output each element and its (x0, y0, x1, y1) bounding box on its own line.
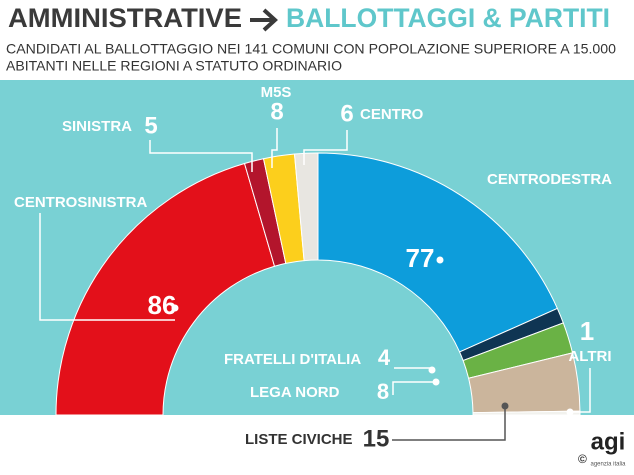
value-label: 15 (363, 425, 390, 452)
leader-dot (428, 366, 436, 374)
value-label: 6 (340, 100, 353, 127)
category-label: M5S (261, 84, 292, 101)
leader-dot (436, 256, 444, 264)
leader-dot (171, 304, 179, 312)
leader-line (392, 381, 436, 395)
category-label: FRATELLI D'ITALIA (224, 351, 361, 368)
category-label: LEGA NORD (250, 384, 340, 401)
value-label: 4 (378, 345, 391, 370)
category-label: LISTE CIVICHE (245, 431, 353, 448)
value-label: 1 (580, 316, 594, 346)
category-label: ALTRI (568, 348, 611, 365)
subtitle: CANDIDATI AL BALLOTTAGGIO NEI 141 COMUNI… (6, 41, 616, 57)
leader-line (271, 128, 278, 168)
slice (55, 162, 276, 416)
leader-line (570, 368, 591, 413)
title: AMMINISTRATIVE (8, 3, 242, 33)
leader-line (392, 406, 506, 441)
category-label: CENTRODESTRA (487, 171, 612, 188)
value-label: 86 (148, 290, 177, 320)
slice (317, 152, 559, 353)
leader-dot (432, 378, 440, 386)
category-label: CENTRO (360, 106, 424, 123)
category-label: SINISTRA (62, 118, 132, 135)
value-label: 8 (270, 98, 283, 125)
leader-line (303, 130, 348, 165)
leader-line (149, 140, 253, 172)
logo-caption: agenzia italia (590, 462, 626, 468)
value-label: 8 (377, 379, 389, 404)
leader-dot (501, 402, 509, 410)
subtitle: ABITANTI NELLE REGIONI A STATUTO ORDINAR… (6, 58, 342, 74)
value-label: 77 (406, 243, 435, 273)
logo: agi (591, 428, 626, 455)
arrow (250, 8, 278, 32)
leader-line (39, 213, 175, 321)
value-label: 5 (144, 112, 157, 139)
category-label: CENTROSINISTRA (14, 194, 148, 211)
leader-dot (566, 408, 574, 416)
title-highlight: BALLOTTAGGI & PARTITI (286, 3, 610, 33)
copyright: © (578, 452, 587, 466)
